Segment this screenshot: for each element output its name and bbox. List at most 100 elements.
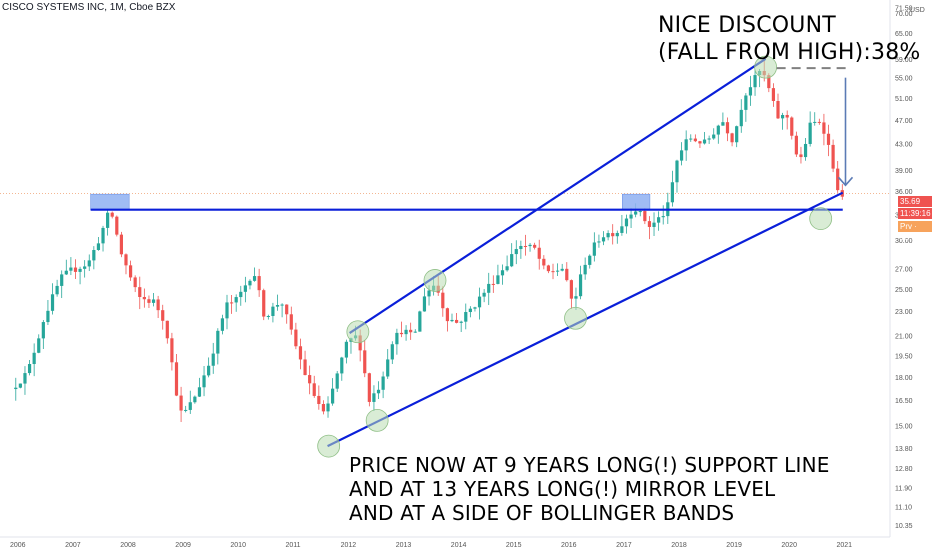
price-tick-label: 55.00 (895, 76, 913, 83)
discount-annotation: NICE DISCOUNT (FALL FROM HIGH):38% (658, 12, 921, 66)
candle-body (106, 212, 110, 228)
candle-body (427, 290, 431, 297)
price-tick-label: 36.00 (895, 189, 913, 196)
candle-body (124, 254, 128, 266)
price-tick-label: 10.35 (895, 523, 913, 530)
price-tick-label: 70.00 (895, 11, 913, 18)
candle-body (565, 268, 569, 281)
candle-body (119, 234, 123, 255)
candle-body (147, 299, 151, 303)
candle-body (197, 387, 202, 397)
candle-body (381, 376, 385, 390)
touch-point-circle (564, 306, 587, 330)
candle-body (611, 233, 615, 237)
candle-body (399, 332, 404, 335)
candle-body (161, 310, 165, 321)
candle-body (216, 330, 220, 354)
candle-body (138, 287, 142, 297)
price-tick-label: 25.00 (895, 287, 913, 294)
candle-body (487, 283, 491, 293)
candle-body (445, 308, 450, 322)
candle-body (413, 331, 417, 333)
candle-body (308, 375, 312, 384)
prev-close-tag: Prv · 35.69 (898, 221, 932, 242)
candle-body (748, 87, 753, 96)
candle-body (321, 404, 326, 412)
price-tick-label: 47.00 (895, 118, 913, 125)
support-line-2: AND AT 13 YEARS LONG(!) MIRROR LEVEL (349, 477, 776, 501)
candle-body (707, 138, 711, 140)
support-annotation: PRICE NOW AT 9 YEARS LONG(!) SUPPORT LIN… (349, 453, 830, 525)
countdown-tag: 11:39:16 (898, 208, 932, 219)
last-price-tag: 35.69 (898, 196, 932, 207)
price-tick-label: 51.00 (895, 96, 913, 103)
candle-body (624, 218, 629, 227)
candle-body (46, 310, 50, 323)
candle-body (675, 160, 679, 183)
candle-body (464, 312, 468, 322)
candle-body (386, 359, 390, 377)
candle-body (693, 138, 697, 142)
time-tick-label: 2006 (10, 542, 26, 549)
time-tick-label: 2010 (230, 542, 246, 549)
candle-body (115, 216, 119, 235)
candle-body (822, 122, 826, 134)
time-tick-label: 2020 (781, 542, 797, 549)
discount-line-1: NICE DISCOUNT (658, 13, 836, 38)
candle-body (188, 402, 192, 410)
time-tick-label: 2018 (671, 542, 687, 549)
candle-body (184, 409, 188, 411)
candle-body (303, 359, 307, 376)
candle-body (363, 350, 367, 374)
price-tick-label: 21.00 (895, 334, 913, 341)
candle-body (50, 294, 55, 311)
candle-body (202, 375, 206, 388)
candle-body (280, 304, 284, 306)
candle-body (243, 285, 247, 292)
candle-body (331, 388, 335, 404)
price-tick-label: 11.90 (895, 486, 912, 493)
touch-point-circle (365, 408, 389, 432)
candle-body (14, 387, 18, 390)
candle-body (578, 274, 583, 297)
candle-body (533, 244, 537, 248)
candle-body (647, 221, 652, 227)
candle-body (785, 114, 789, 118)
price-tick-label: 16.50 (895, 398, 913, 405)
price-tick-label: 39.00 (895, 168, 913, 175)
candle-body (523, 245, 528, 247)
candle-body (556, 270, 560, 272)
candle-body (55, 285, 59, 295)
candle-body (510, 254, 514, 267)
candle-body (18, 383, 22, 388)
touch-point-circle (317, 434, 341, 458)
candle-body (275, 305, 280, 307)
candle-body (491, 283, 495, 285)
candle-body (96, 243, 101, 251)
candle-body (23, 373, 27, 384)
price-tick-label: 23.00 (895, 309, 913, 316)
candle-body (32, 352, 36, 365)
candle-body (826, 133, 831, 145)
candle-body (83, 266, 87, 269)
candle-body (753, 75, 757, 88)
candle-body (92, 250, 96, 261)
candle-body (473, 307, 477, 309)
drawdown-arrow-head (837, 176, 854, 187)
candle-body (101, 227, 105, 244)
candle-body (477, 296, 482, 308)
candle-body (836, 168, 840, 191)
touch-point-circle (346, 320, 370, 344)
candle-body (725, 122, 730, 134)
candle-body (340, 357, 344, 374)
candle-body (418, 311, 422, 332)
candle-body (560, 268, 564, 271)
candle-body (519, 245, 523, 250)
price-tick-label: 13.80 (895, 446, 913, 453)
time-tick-label: 2016 (561, 542, 577, 549)
candle-body (546, 265, 551, 272)
candle-body (252, 276, 257, 281)
trend-line (348, 57, 767, 334)
